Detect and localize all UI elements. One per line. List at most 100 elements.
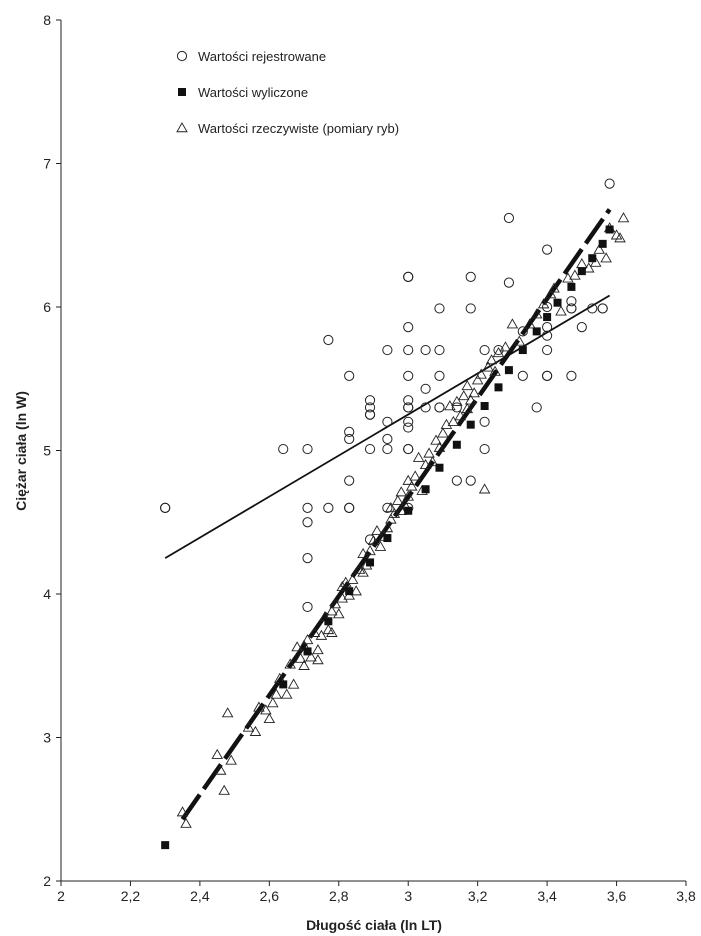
point-measured <box>385 513 397 524</box>
point-measured <box>569 269 581 280</box>
point-recorded <box>382 502 393 513</box>
point-measured <box>374 540 387 551</box>
point-measured <box>506 318 519 329</box>
point-measured <box>211 748 224 759</box>
point-recorded <box>517 370 528 381</box>
point-recorded <box>434 370 445 381</box>
point-measured <box>492 347 505 358</box>
point-measured <box>301 634 314 645</box>
point-recorded <box>364 395 376 406</box>
point-measured <box>451 395 463 406</box>
point-measured <box>392 494 404 505</box>
point-measured <box>482 361 494 372</box>
point-recorded <box>364 443 376 455</box>
point-recorded <box>517 326 528 337</box>
x-tick-label: 3,4 <box>537 888 557 904</box>
point-recorded <box>364 534 376 545</box>
point-recorded <box>364 402 376 413</box>
point-measured <box>461 380 474 391</box>
point-measured <box>305 651 317 662</box>
point-measured <box>381 522 394 533</box>
point-recorded <box>451 475 462 486</box>
point-calculated <box>366 558 375 567</box>
point-recorded <box>542 330 553 341</box>
point-recorded <box>403 443 414 455</box>
point-recorded <box>403 395 414 406</box>
point-recorded <box>403 416 414 427</box>
point-calculated <box>588 254 597 263</box>
point-calculated <box>494 383 503 392</box>
point-measured <box>423 447 435 458</box>
x-tick-label: 2 <box>57 888 65 904</box>
point-calculated <box>598 239 607 248</box>
point-recorded <box>503 277 515 288</box>
point-measured <box>447 415 460 426</box>
point-measured <box>322 623 335 635</box>
legend-label: Wartości rzeczywiste (pomiary ryb) <box>198 121 399 136</box>
point-recorded <box>542 370 553 381</box>
point-recorded <box>465 303 476 314</box>
point-measured <box>214 764 227 775</box>
point-measured <box>412 451 425 462</box>
point-measured <box>464 394 477 405</box>
point-recorded <box>344 426 355 437</box>
point-measured <box>280 688 293 699</box>
point-recorded <box>420 383 431 394</box>
point-measured <box>617 212 630 223</box>
point-calculated <box>324 617 333 626</box>
point-measured <box>218 784 230 795</box>
x-tick-label: 2,8 <box>329 888 349 904</box>
point-measured <box>548 282 560 293</box>
x-tick-label: 3,6 <box>607 888 627 904</box>
point-recorded <box>382 344 393 356</box>
point-recorded <box>451 402 462 413</box>
point-measured <box>242 721 255 732</box>
point-measured <box>333 608 345 619</box>
point-recorded <box>344 370 355 381</box>
point-measured <box>478 483 491 494</box>
point-calculated <box>466 420 475 429</box>
point-measured <box>513 335 526 346</box>
point-recorded <box>344 475 355 486</box>
point-calculated <box>518 346 527 355</box>
point-calculated <box>345 587 354 596</box>
point-measured <box>364 545 376 556</box>
point-measured <box>350 585 362 596</box>
legend-marker <box>178 88 186 96</box>
point-measured <box>253 701 265 712</box>
point-recorded <box>542 344 553 356</box>
x-tick-label: 3,8 <box>676 888 696 904</box>
point-measured <box>461 402 474 414</box>
point-measured <box>249 725 262 736</box>
point-recorded <box>278 443 289 455</box>
point-measured <box>298 659 310 670</box>
point-recorded <box>344 502 355 513</box>
axes: 2 2,2 2,4 2,6 2,8 3 3,2 3,4 3,6 3,8 2 3 4 5 6 7 8 <box>43 12 696 904</box>
point-recorded <box>302 553 313 564</box>
point-measured <box>537 298 550 309</box>
data-points <box>160 178 630 850</box>
point-measured <box>263 712 276 724</box>
point-measured <box>221 707 234 718</box>
point-measured <box>284 658 296 669</box>
point-calculated <box>279 680 288 689</box>
point-measured <box>454 410 467 421</box>
point-measured <box>287 678 300 689</box>
point-measured <box>485 354 498 365</box>
point-recorded <box>465 475 476 486</box>
point-measured <box>468 387 480 398</box>
point-measured <box>315 629 328 640</box>
point-measured <box>544 288 557 299</box>
y-tick-label: 8 <box>43 12 51 28</box>
point-recorded <box>302 517 313 528</box>
point-recorded <box>382 416 393 427</box>
point-recorded <box>434 303 445 314</box>
point-measured <box>430 434 442 445</box>
x-tick-label: 2,4 <box>190 888 210 904</box>
point-recorded <box>479 344 490 356</box>
point-measured <box>329 598 342 609</box>
point-measured <box>409 470 421 481</box>
y-tick-label: 2 <box>43 873 51 889</box>
point-recorded <box>503 212 515 224</box>
